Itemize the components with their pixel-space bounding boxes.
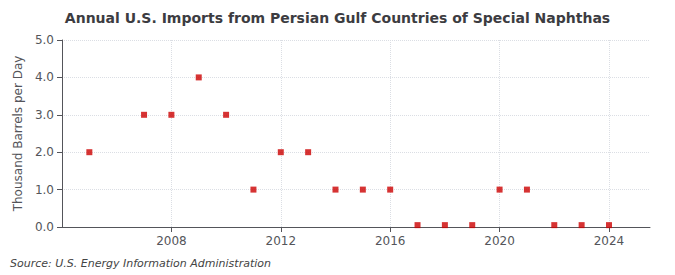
- svg-text:Annual U.S. Imports from Persi: Annual U.S. Imports from Persian Gulf Co…: [65, 10, 610, 26]
- svg-text:2012: 2012: [266, 234, 297, 248]
- svg-text:5.0: 5.0: [35, 33, 54, 47]
- svg-text:2008: 2008: [156, 234, 187, 248]
- svg-text:4.0: 4.0: [35, 70, 54, 84]
- svg-text:2.0: 2.0: [35, 145, 54, 159]
- svg-text:0.0: 0.0: [35, 220, 54, 234]
- svg-text:Thousand Barrels per Day: Thousand Barrels per Day: [11, 56, 25, 213]
- svg-text:Source: U.S. Energy Informatio: Source: U.S. Energy Information Administ…: [10, 257, 271, 270]
- svg-text:2020: 2020: [484, 234, 515, 248]
- svg-text:1.0: 1.0: [35, 183, 54, 197]
- svg-text:2024: 2024: [594, 234, 625, 248]
- svg-text:3.0: 3.0: [35, 108, 54, 122]
- svg-text:2016: 2016: [375, 234, 406, 248]
